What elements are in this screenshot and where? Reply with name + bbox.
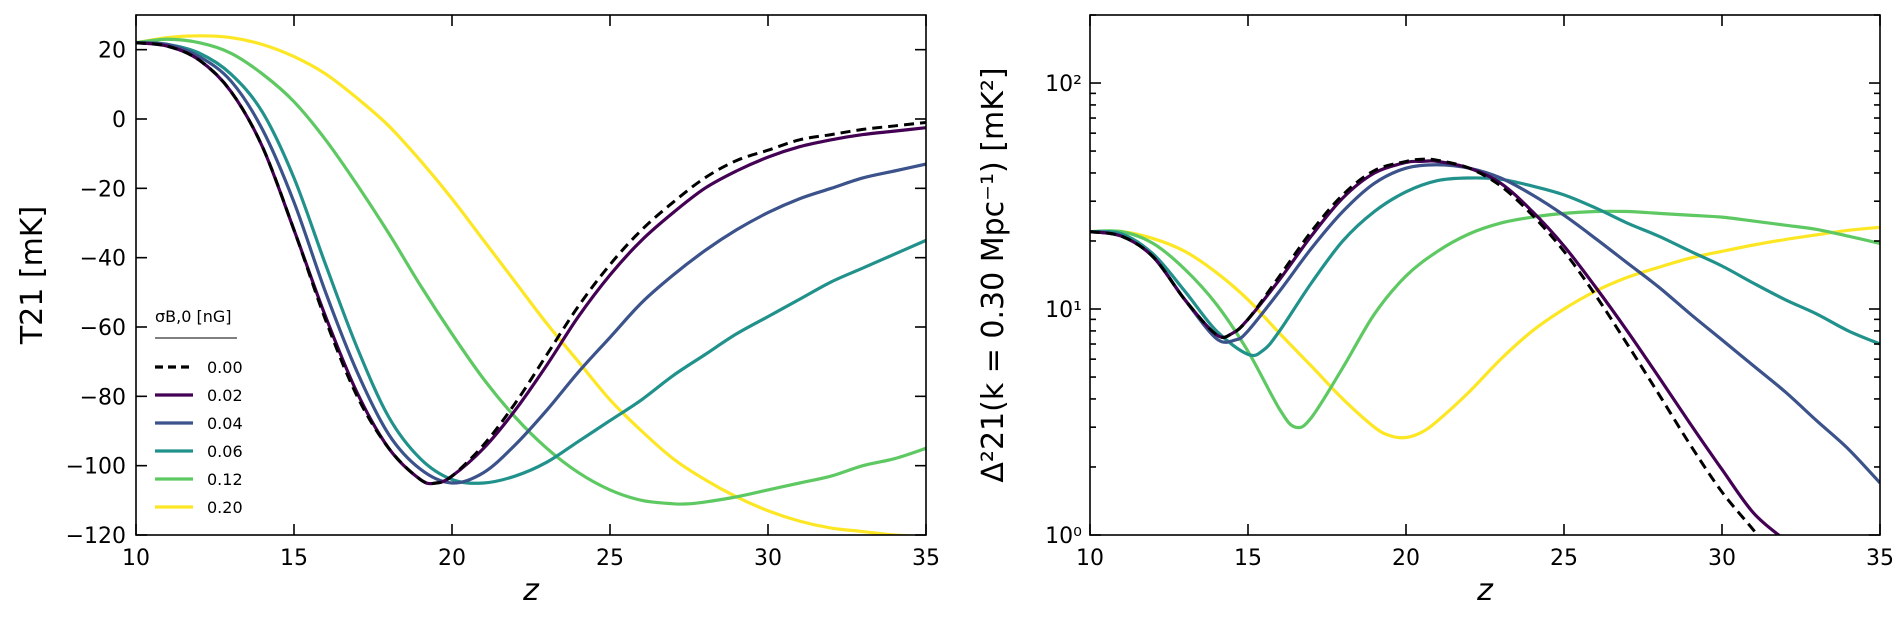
legend-entry-0.06: 0.06 xyxy=(207,442,243,461)
plot-frame xyxy=(135,14,927,536)
legend-title: σB,0 [nG] xyxy=(155,307,232,326)
legend-entry-0.12: 0.12 xyxy=(207,470,243,489)
series-layer xyxy=(136,34,926,535)
series-line-0.00 xyxy=(136,41,926,486)
legend-entry-0.20: 0.20 xyxy=(207,498,243,517)
x-tick-label: 10 xyxy=(122,546,150,571)
y-tick-label: 0 xyxy=(112,108,126,133)
legend: σB,0 [nG] 0.00 0.02 0.04 0.06 0.12 0.20 xyxy=(155,307,243,517)
x-tick-label: 10 xyxy=(1076,546,1104,571)
series-layer xyxy=(1090,157,1880,535)
series-line-0.12 xyxy=(136,37,926,506)
y-tick-label: −80 xyxy=(80,385,126,410)
series-line-0.20 xyxy=(136,34,924,535)
y-tick-label: −60 xyxy=(80,316,126,341)
ticks-layer: 10 15 20 25 30 35 10⁰ 10¹ 10² xyxy=(1045,14,1894,571)
y-tick-label: 20 xyxy=(98,39,126,64)
x-axis-label: z xyxy=(1476,573,1494,608)
y-tick-label: 10⁰ xyxy=(1045,524,1082,549)
y-tick-label: −100 xyxy=(66,455,126,480)
x-tick-label: 35 xyxy=(912,546,940,571)
series-line-0.06 xyxy=(136,41,926,485)
y-axis-label: T21 [mK] xyxy=(15,206,50,345)
x-tick-label: 25 xyxy=(596,546,624,571)
ticks-layer: 10 15 20 25 30 35 20 0 −20 −40 −60 −80 −100 −120 xyxy=(66,15,940,571)
legend-entry-0.02: 0.02 xyxy=(207,386,243,405)
series-line-0.06 xyxy=(1090,176,1880,358)
panel-right-power-spectrum: 10 15 20 25 30 35 10⁰ 10¹ 10² z Δ²21(k = 0.30 Mp… xyxy=(976,14,1894,608)
y-tick-label: 10¹ xyxy=(1045,298,1082,323)
x-tick-label: 15 xyxy=(1234,546,1262,571)
x-tick-label: 20 xyxy=(438,546,466,571)
series-line-0.20 xyxy=(1090,225,1880,440)
x-tick-label: 20 xyxy=(1392,546,1420,571)
panel-left-temperature: 10 15 20 25 30 35 20 0 −20 −40 −60 −80 −100 −120 z T2… xyxy=(15,14,940,608)
y-tick-label: 10² xyxy=(1045,72,1082,97)
y-tick-label: −40 xyxy=(80,247,126,272)
legend-entry-0.00: 0.00 xyxy=(207,358,243,377)
legend-entry-0.04: 0.04 xyxy=(207,414,243,433)
y-tick-label: −120 xyxy=(66,524,126,549)
x-tick-label: 30 xyxy=(754,546,782,571)
x-tick-label: 25 xyxy=(1550,546,1578,571)
series-line-0.02 xyxy=(136,41,926,486)
series-line-0.04 xyxy=(136,41,926,485)
x-axis-label: z xyxy=(522,573,540,608)
x-tick-label: 35 xyxy=(1866,546,1894,571)
series-line-0.02 xyxy=(1090,159,1782,535)
x-tick-label: 15 xyxy=(280,546,308,571)
series-line-0.12 xyxy=(1090,209,1880,430)
y-axis-label: Δ²21(k = 0.30 Mpc⁻¹) [mK²] xyxy=(976,67,1011,482)
y-tick-label: −20 xyxy=(80,177,126,202)
x-tick-label: 30 xyxy=(1708,546,1736,571)
plot-frame xyxy=(1089,14,1881,536)
series-line-0.00 xyxy=(1090,157,1760,535)
